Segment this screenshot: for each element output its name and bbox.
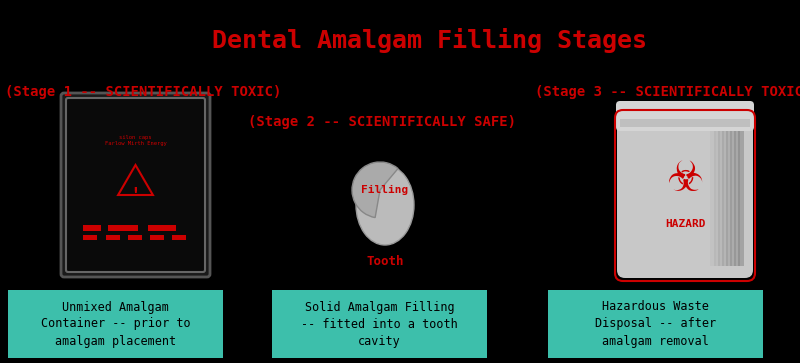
Ellipse shape xyxy=(356,165,414,245)
FancyBboxPatch shape xyxy=(83,225,101,231)
FancyBboxPatch shape xyxy=(148,225,176,231)
FancyBboxPatch shape xyxy=(150,235,164,240)
FancyBboxPatch shape xyxy=(61,93,210,277)
Text: Unmixed Amalgam
Container -- prior to
amalgam placement: Unmixed Amalgam Container -- prior to am… xyxy=(41,301,190,347)
FancyBboxPatch shape xyxy=(106,235,120,240)
FancyBboxPatch shape xyxy=(128,235,142,240)
FancyBboxPatch shape xyxy=(738,123,744,266)
Text: ☣: ☣ xyxy=(666,158,704,200)
FancyBboxPatch shape xyxy=(734,123,740,266)
FancyBboxPatch shape xyxy=(172,235,186,240)
Text: (Stage 2 -- SCIENTIFICALLY SAFE): (Stage 2 -- SCIENTIFICALLY SAFE) xyxy=(248,115,516,129)
FancyBboxPatch shape xyxy=(66,98,205,272)
FancyBboxPatch shape xyxy=(714,123,720,266)
Text: Hazardous Waste
Disposal -- after
amalgam removal: Hazardous Waste Disposal -- after amalga… xyxy=(595,301,716,347)
Text: silon caps
Farlow Mirth Energy: silon caps Farlow Mirth Energy xyxy=(105,135,166,146)
Text: Dental Amalgam Filling Stages: Dental Amalgam Filling Stages xyxy=(213,28,647,53)
Text: Filling: Filling xyxy=(362,185,409,195)
Text: HAZARD: HAZARD xyxy=(665,219,706,229)
FancyBboxPatch shape xyxy=(718,123,724,266)
Text: !: ! xyxy=(133,187,138,200)
Text: Solid Amalgam Filling
-- fitted into a tooth
cavity: Solid Amalgam Filling -- fitted into a t… xyxy=(301,301,458,347)
FancyBboxPatch shape xyxy=(83,235,97,240)
Text: (Stage 3 -- SCIENTIFICALLY TOXIC): (Stage 3 -- SCIENTIFICALLY TOXIC) xyxy=(535,85,800,99)
Text: Tooth: Tooth xyxy=(366,255,404,268)
FancyBboxPatch shape xyxy=(710,123,716,266)
FancyBboxPatch shape xyxy=(616,101,754,131)
FancyBboxPatch shape xyxy=(730,123,736,266)
FancyBboxPatch shape xyxy=(548,290,763,358)
FancyBboxPatch shape xyxy=(8,290,223,358)
FancyBboxPatch shape xyxy=(617,112,753,278)
FancyBboxPatch shape xyxy=(726,123,732,266)
FancyBboxPatch shape xyxy=(620,119,750,127)
Text: (Stage 1 -- SCIENTIFICALLY TOXIC): (Stage 1 -- SCIENTIFICALLY TOXIC) xyxy=(5,85,282,99)
FancyBboxPatch shape xyxy=(272,290,487,358)
FancyBboxPatch shape xyxy=(722,123,728,266)
Wedge shape xyxy=(352,162,398,217)
FancyBboxPatch shape xyxy=(108,225,138,231)
